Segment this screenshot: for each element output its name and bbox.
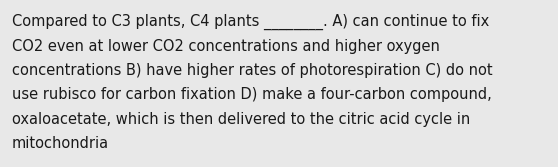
Text: Compared to C3 plants, C4 plants ________. A) can continue to fix: Compared to C3 plants, C4 plants _______… bbox=[12, 14, 489, 30]
Text: mitochondria: mitochondria bbox=[12, 136, 109, 151]
Text: concentrations B) have higher rates of photorespiration C) do not: concentrations B) have higher rates of p… bbox=[12, 63, 493, 78]
Text: oxaloacetate, which is then delivered to the citric acid cycle in: oxaloacetate, which is then delivered to… bbox=[12, 112, 470, 127]
Text: CO2 even at lower CO2 concentrations and higher oxygen: CO2 even at lower CO2 concentrations and… bbox=[12, 39, 440, 53]
Text: use rubisco for carbon fixation D) make a four-carbon compound,: use rubisco for carbon fixation D) make … bbox=[12, 88, 492, 103]
